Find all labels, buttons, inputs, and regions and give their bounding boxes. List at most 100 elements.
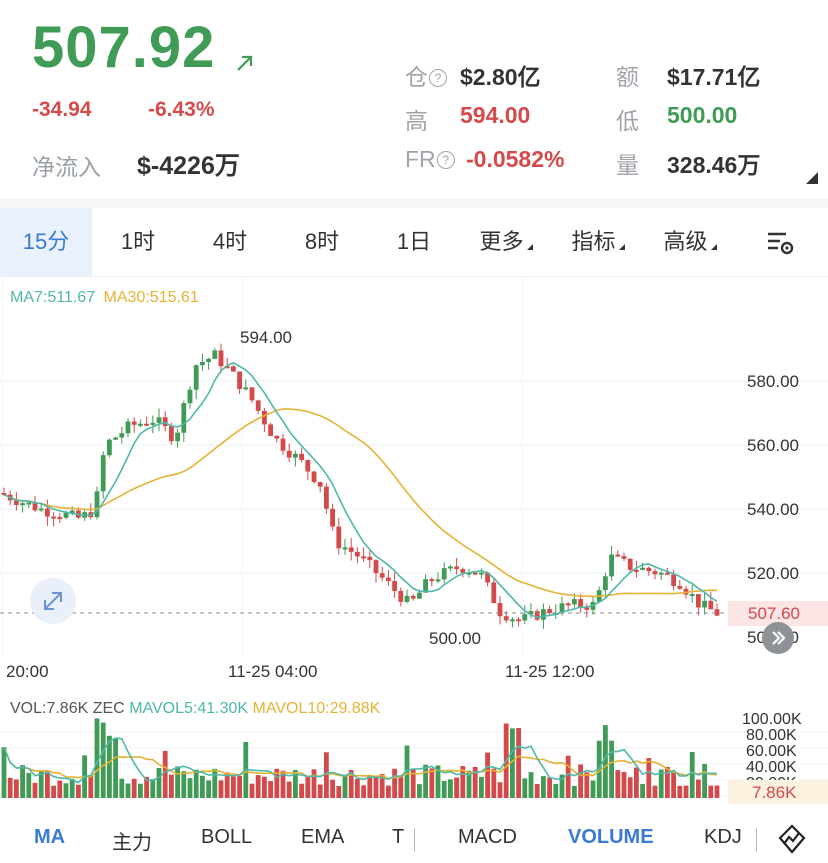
- candle-body: [646, 567, 652, 572]
- volume-bar: [658, 769, 664, 798]
- volume-bar: [497, 782, 503, 798]
- volume-value: 328.46万: [667, 152, 761, 178]
- tab-8h[interactable]: 8时: [304, 229, 340, 254]
- help-icon[interactable]: ?: [429, 69, 447, 87]
- high-price-marker: 594.00: [240, 328, 292, 347]
- volume-bar: [45, 770, 50, 798]
- volume-bar: [100, 722, 106, 798]
- volume-bar: [324, 752, 329, 798]
- volume-tick-80k: 80.00K: [746, 727, 797, 744]
- tab-indicators[interactable]: 指标: [552, 208, 644, 276]
- volume-bar: [466, 770, 472, 798]
- volume-bar: [169, 774, 174, 798]
- volume-bar: [714, 785, 720, 798]
- volume-bar: [479, 776, 484, 798]
- scroll-latest-button[interactable]: [762, 622, 794, 654]
- candle-body: [181, 403, 187, 433]
- volume-bar: [131, 778, 137, 798]
- volume-bar: [268, 781, 273, 798]
- fr-value: -0.0582%: [466, 146, 565, 172]
- volume-bar: [454, 777, 459, 798]
- tab-divider: [756, 828, 757, 852]
- tab-ma[interactable]: MA: [34, 826, 66, 848]
- candle-body: [14, 500, 19, 505]
- tab-more[interactable]: 更多: [460, 208, 552, 276]
- mavol5-legend: MAVOL5:41.30K: [129, 700, 249, 717]
- candle-body: [361, 556, 366, 559]
- expand-icon[interactable]: [30, 578, 76, 624]
- volume-bar: [125, 783, 131, 798]
- candle-body: [355, 551, 360, 557]
- candle-body: [38, 508, 44, 511]
- candle-body: [348, 547, 354, 552]
- volume-bar: [522, 778, 528, 798]
- tab-ema[interactable]: EMA: [301, 826, 345, 848]
- tab-advanced[interactable]: 高级: [644, 208, 736, 276]
- volume-bar: [280, 770, 286, 798]
- candle-body: [689, 594, 695, 597]
- volume-bar: [7, 777, 13, 798]
- help-icon[interactable]: ?: [436, 151, 455, 169]
- current-volume-tag: 7.86K: [728, 780, 828, 804]
- volume-bar: [218, 780, 224, 798]
- arrow-up-right-icon: [237, 55, 253, 71]
- vol-legend: VOL:7.86K: [10, 700, 89, 717]
- tab-volume[interactable]: VOLUME: [568, 826, 654, 848]
- candlestick-chart[interactable]: [0, 276, 828, 656]
- volume-bar: [572, 785, 577, 798]
- candle-body: [534, 611, 540, 620]
- candle-body: [379, 573, 385, 578]
- candle-body: [100, 455, 106, 492]
- candle-body: [621, 556, 627, 559]
- candle-body: [69, 510, 75, 514]
- candle-body: [317, 482, 323, 487]
- volume-bar: [634, 767, 639, 798]
- volume-bar: [299, 783, 304, 798]
- candle-body: [144, 423, 149, 426]
- volume-bar: [541, 776, 546, 798]
- candle-body: [293, 453, 298, 458]
- candle-body: [417, 592, 422, 599]
- volume-bar: [311, 769, 317, 798]
- candle-body: [627, 558, 633, 570]
- volume-bar: [435, 765, 441, 798]
- candle-body: [237, 371, 242, 390]
- tab-macd[interactable]: MACD: [458, 826, 517, 848]
- chart-draw-icon[interactable]: [778, 824, 806, 854]
- volume-bar: [460, 766, 466, 798]
- candle-body: [175, 432, 180, 442]
- candle-body: [429, 579, 435, 582]
- candle-body: [169, 426, 174, 442]
- tab-boll[interactable]: BOLL: [201, 826, 253, 848]
- candle-body: [714, 609, 720, 616]
- volume-bar: [553, 784, 559, 798]
- volume-bar: [342, 776, 348, 798]
- settings-icon[interactable]: [766, 230, 796, 256]
- candle-body: [392, 581, 397, 591]
- volume-bar: [367, 775, 373, 798]
- volume-bar: [510, 728, 515, 798]
- volume-bar: [386, 785, 391, 798]
- candle-body: [63, 513, 69, 518]
- volume-bar: [441, 780, 447, 798]
- volume-bar: [249, 783, 255, 798]
- mavol5-line: [3, 737, 718, 784]
- tab-t[interactable]: T: [392, 826, 405, 848]
- corner-triangle-icon[interactable]: [806, 172, 818, 184]
- volume-chart[interactable]: [0, 688, 828, 808]
- volume-bar: [317, 784, 323, 798]
- tab-4h[interactable]: 4时: [212, 229, 248, 254]
- volume-bar: [262, 776, 267, 798]
- tab-15m[interactable]: 15分: [0, 208, 92, 276]
- time-tick-1: 11-25 04:00: [228, 662, 318, 681]
- candle-body: [187, 389, 193, 404]
- tab-main-force[interactable]: 主力: [112, 832, 152, 854]
- candle-body: [491, 582, 497, 604]
- tab-1d[interactable]: 1日: [396, 229, 432, 254]
- volume-bar: [417, 784, 422, 798]
- candle-body: [665, 572, 670, 575]
- volume-bar: [578, 764, 583, 798]
- current-volume-tag-value: 7.86K: [752, 783, 797, 802]
- tab-1h[interactable]: 1时: [120, 229, 156, 254]
- tab-kdj[interactable]: KDJ: [704, 826, 742, 848]
